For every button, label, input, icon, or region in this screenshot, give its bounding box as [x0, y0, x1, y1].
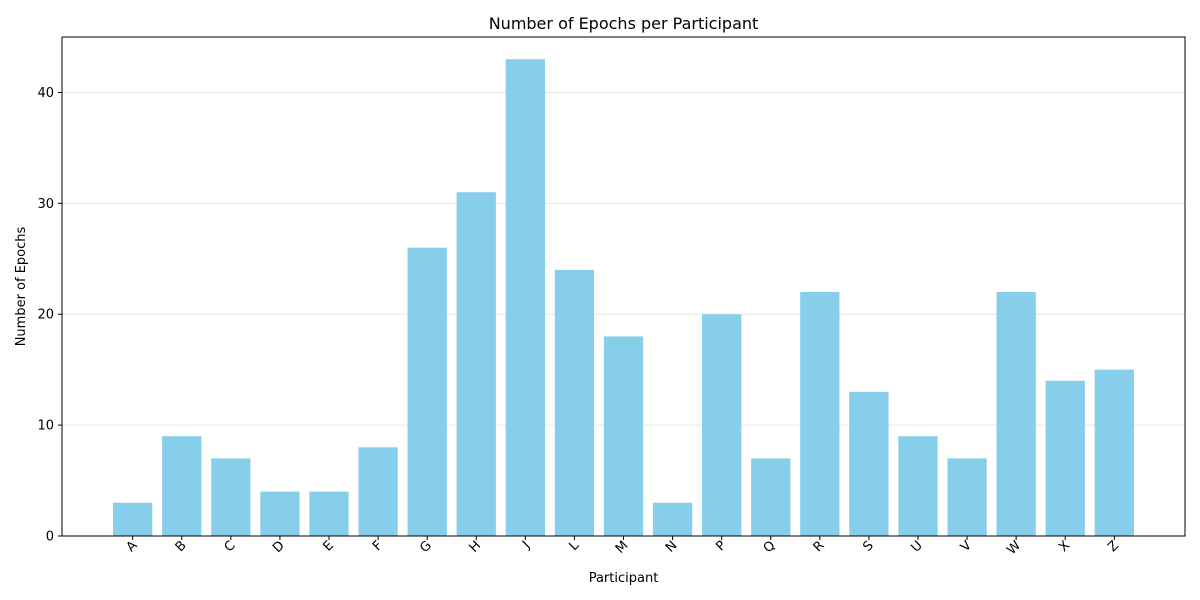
x-tick-label: R	[811, 538, 828, 555]
x-tick-label: N	[663, 538, 680, 555]
x-tick-label: M	[613, 538, 632, 557]
bars	[113, 59, 1134, 537]
x-tick-label: U	[908, 538, 925, 555]
x-tick-label: E	[320, 538, 336, 554]
bar-x	[1045, 380, 1085, 536]
x-tick-label: P	[713, 538, 729, 554]
bar-z	[1094, 369, 1134, 536]
x-tick-label: B	[173, 538, 190, 555]
y-tick-label: 40	[37, 86, 54, 101]
bar-p	[702, 314, 742, 536]
bar-u	[898, 436, 938, 536]
x-tick-label: V	[958, 538, 975, 555]
bar-n	[652, 502, 693, 536]
x-tick-label: Z	[1105, 538, 1122, 555]
x-tick-label: H	[467, 538, 485, 556]
x-axis-title: Participant	[589, 571, 659, 586]
y-tick-label: 20	[37, 308, 54, 323]
bar-b	[162, 436, 202, 536]
x-tick-label: F	[370, 538, 386, 554]
x-tick-label: A	[124, 538, 141, 555]
y-axis-title: Number of Epochs	[14, 226, 29, 346]
x-tick-label: Q	[761, 538, 779, 556]
y-tick-label: 10	[37, 419, 54, 434]
bar-v	[947, 458, 987, 536]
bar-f	[358, 447, 398, 536]
bar-c	[211, 458, 251, 536]
x-tick-label: J	[519, 538, 533, 552]
y-axis-ticks: 0 10 20 30 40	[37, 86, 62, 545]
x-tick-label: W	[1004, 538, 1024, 558]
bar-a	[113, 502, 153, 536]
y-tick-label: 30	[37, 197, 54, 212]
bar-h	[456, 192, 496, 536]
x-tick-label: X	[1056, 538, 1073, 555]
bar-j	[505, 59, 545, 537]
bar-q	[751, 458, 791, 536]
x-tick-label: D	[270, 538, 288, 556]
bar-r	[800, 292, 840, 536]
bar-m	[603, 336, 644, 536]
x-tick-label: G	[417, 538, 435, 556]
chart-title: Number of Epochs per Participant	[489, 14, 759, 33]
bar-l	[554, 269, 595, 536]
y-tick-label: 0	[46, 530, 54, 545]
bar-d	[260, 491, 300, 536]
bar-e	[309, 491, 349, 536]
x-tick-label: C	[222, 538, 239, 555]
bar-s	[849, 391, 889, 536]
x-tick-label: S	[860, 538, 876, 554]
bar-w	[996, 292, 1036, 536]
x-tick-label: L	[567, 538, 583, 554]
bar-g	[407, 247, 447, 536]
